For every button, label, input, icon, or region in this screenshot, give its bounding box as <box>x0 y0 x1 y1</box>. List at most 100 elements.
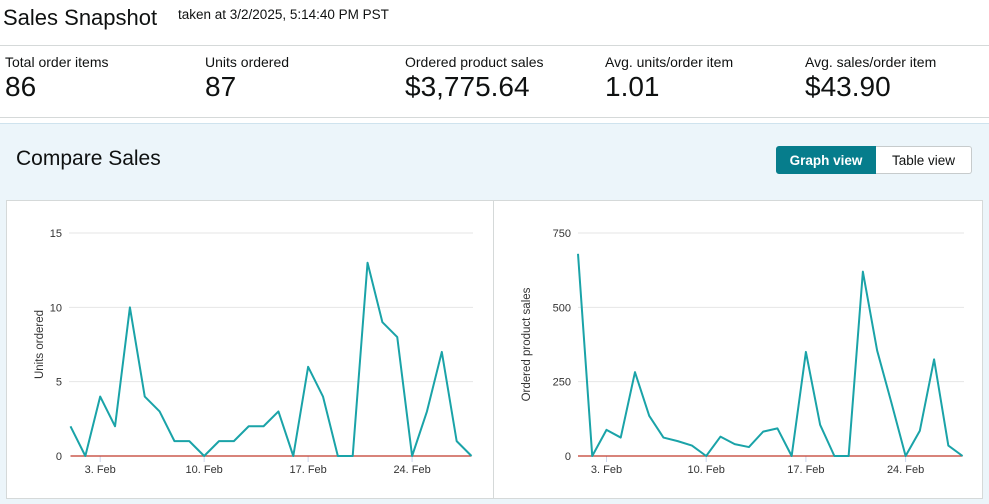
data-point[interactable] <box>67 423 73 429</box>
data-point[interactable] <box>350 453 356 459</box>
data-point[interactable] <box>803 349 809 355</box>
snapshot-timestamp: taken at 3/2/2025, 5:14:40 PM PST <box>178 7 389 22</box>
y-tick-label: 0 <box>565 451 571 463</box>
data-point[interactable] <box>846 453 852 459</box>
data-point[interactable] <box>142 394 148 400</box>
data-point[interactable] <box>231 438 237 444</box>
metric-ordered-product-sales: Ordered product sales $3,775.64 <box>405 54 544 103</box>
x-tick-label: 17. Feb <box>289 464 326 476</box>
y-tick-label: 15 <box>50 228 62 240</box>
data-point[interactable] <box>660 435 666 441</box>
data-point[interactable] <box>903 453 909 459</box>
data-point[interactable] <box>409 453 415 459</box>
data-point[interactable] <box>646 413 652 419</box>
data-point[interactable] <box>960 453 966 459</box>
ordered-product-sales-chart: 0 250 500 750 3. Feb 10. Feb 17. Feb 24. Feb Ord… <box>521 228 966 476</box>
data-point[interactable] <box>320 394 326 400</box>
data-point[interactable] <box>127 304 133 310</box>
data-point[interactable] <box>789 453 795 459</box>
metric-value: 87 <box>205 71 237 102</box>
data-point[interactable] <box>746 444 752 450</box>
metric-avg-sales-per-order-item: Avg. sales/order item $43.90 <box>805 54 936 103</box>
ordered-product-sales-chart-panel: 0 250 500 750 3. Feb 10. Feb 17. Feb 24. Feb Ord… <box>493 200 983 499</box>
metric-label: Total order items <box>5 54 109 70</box>
y-tick-label: 750 <box>553 228 571 240</box>
data-point[interactable] <box>290 453 296 459</box>
y-tick-label: 0 <box>56 451 62 463</box>
data-point[interactable] <box>888 399 894 405</box>
data-point[interactable] <box>201 453 207 459</box>
data-point[interactable] <box>379 319 385 325</box>
y-tick-label: 5 <box>56 377 62 389</box>
metric-avg-units-per-order-item: Avg. units/order item 1.01 <box>605 54 733 103</box>
data-point[interactable] <box>689 443 695 449</box>
data-point[interactable] <box>261 423 267 429</box>
metrics-bar: Total order items 86 Units ordered 87 Or… <box>0 47 989 118</box>
graph-view-button[interactable]: Graph view <box>776 146 876 174</box>
data-point[interactable] <box>275 408 281 414</box>
metric-label: Ordered product sales <box>405 54 544 70</box>
data-point[interactable] <box>589 453 595 459</box>
view-toggle: Graph view Table view <box>776 146 972 174</box>
data-point[interactable] <box>931 356 937 362</box>
y-tick-label: 250 <box>553 377 571 389</box>
data-point[interactable] <box>760 429 766 435</box>
data-point[interactable] <box>703 453 709 459</box>
metric-value: 1.01 <box>605 71 660 102</box>
metric-label: Avg. sales/order item <box>805 54 937 70</box>
data-point[interactable] <box>469 453 475 459</box>
section-title: Compare Sales <box>16 147 161 170</box>
metric-label: Avg. units/order item <box>605 54 734 70</box>
series-line[interactable] <box>69 261 473 457</box>
data-point[interactable] <box>335 453 341 459</box>
data-point[interactable] <box>112 423 118 429</box>
data-point[interactable] <box>365 260 371 266</box>
data-point[interactable] <box>675 438 681 444</box>
data-point[interactable] <box>831 453 837 459</box>
metric-units-ordered: Units ordered 87 <box>205 54 289 103</box>
data-point[interactable] <box>860 269 866 275</box>
data-point[interactable] <box>817 422 823 428</box>
data-point[interactable] <box>732 441 738 447</box>
data-point[interactable] <box>216 438 222 444</box>
snapshot-header: Sales Snapshot taken at 3/2/2025, 5:14:4… <box>0 0 989 46</box>
data-point[interactable] <box>171 438 177 444</box>
y-tick-label: 10 <box>50 302 62 314</box>
x-tick-label: 3. Feb <box>85 464 116 476</box>
x-tick-label: 3. Feb <box>591 464 622 476</box>
data-point[interactable] <box>774 425 780 431</box>
data-point[interactable] <box>618 435 624 441</box>
data-point[interactable] <box>157 408 163 414</box>
page-title: Sales Snapshot <box>3 5 158 30</box>
y-axis-label: Units ordered <box>34 310 46 379</box>
metric-value: $3,775.64 <box>405 71 530 102</box>
data-point[interactable] <box>439 349 445 355</box>
metric-total-order-items: Total order items 86 <box>5 54 108 103</box>
data-point[interactable] <box>575 251 581 257</box>
data-point[interactable] <box>186 438 192 444</box>
y-tick-label: 500 <box>553 302 571 314</box>
data-point[interactable] <box>632 369 638 375</box>
data-point[interactable] <box>454 438 460 444</box>
data-point[interactable] <box>246 423 252 429</box>
data-point[interactable] <box>917 428 923 434</box>
data-point[interactable] <box>603 427 609 433</box>
metric-value: 86 <box>5 71 37 102</box>
table-view-button[interactable]: Table view <box>876 146 972 174</box>
series-line[interactable] <box>577 253 964 457</box>
x-tick-label: 24. Feb <box>887 464 924 476</box>
data-point[interactable] <box>82 453 88 459</box>
data-point[interactable] <box>305 364 311 370</box>
y-axis-label: Ordered product sales <box>521 287 533 401</box>
metric-value: $43.90 <box>805 71 891 102</box>
x-tick-label: 10. Feb <box>688 464 725 476</box>
data-point[interactable] <box>394 334 400 340</box>
metric-label: Units ordered <box>205 54 290 70</box>
data-point[interactable] <box>874 347 880 353</box>
units-ordered-chart-panel: 0 5 10 15 3. Feb 10. Feb 17. Feb 24. Feb Units o… <box>6 200 494 499</box>
data-point[interactable] <box>424 408 430 414</box>
data-point[interactable] <box>717 434 723 440</box>
data-point[interactable] <box>97 394 103 400</box>
x-tick-label: 17. Feb <box>787 464 824 476</box>
data-point[interactable] <box>945 443 951 449</box>
